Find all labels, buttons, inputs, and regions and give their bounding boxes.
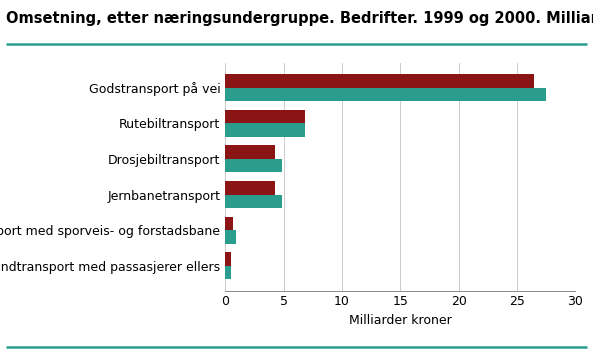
- Bar: [225, 159, 282, 173]
- Bar: [225, 88, 546, 101]
- Bar: [225, 124, 305, 137]
- Bar: [225, 195, 282, 208]
- Bar: [225, 266, 231, 279]
- Bar: [225, 146, 276, 159]
- X-axis label: Milliarder kroner: Milliarder kroner: [349, 314, 452, 327]
- Bar: [225, 75, 534, 88]
- Bar: [225, 110, 305, 124]
- Bar: [225, 217, 233, 230]
- Bar: [225, 252, 231, 266]
- Text: Omsetning, etter næringsundergruppe. Bedrifter. 1999 og 2000. Milliarder kroner: Omsetning, etter næringsundergruppe. Bed…: [6, 10, 593, 26]
- Bar: [225, 230, 236, 244]
- Bar: [225, 181, 276, 195]
- Legend: 1999, 2000: 1999, 2000: [326, 347, 475, 350]
